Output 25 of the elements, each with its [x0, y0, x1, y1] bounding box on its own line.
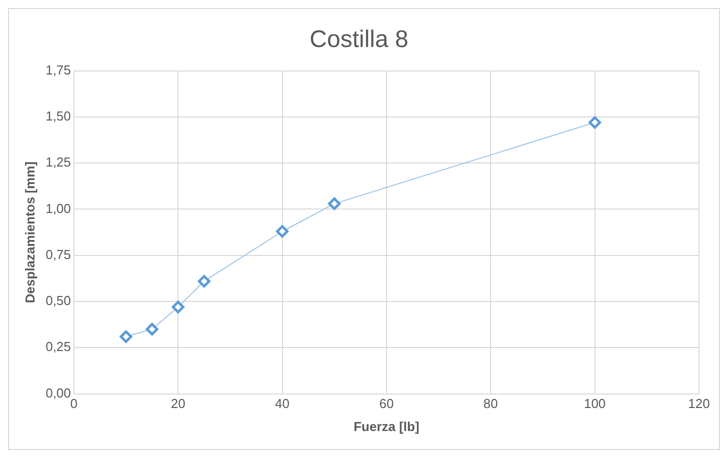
x-tick-label: 60 [379, 396, 394, 412]
x-tick-label: 40 [275, 396, 290, 412]
point [328, 197, 341, 210]
y-tick-label: 0,00 [46, 385, 71, 400]
y-tick-label: 1,50 [46, 108, 71, 124]
point [172, 300, 184, 314]
x-axis-title: Fuerza [lb] [354, 418, 420, 434]
y-axis-title: Desplazamientos [mm] [22, 162, 38, 304]
y-tick-label: 1,00 [46, 200, 71, 216]
point [146, 322, 158, 336]
chart-title: Costilla 8 [310, 26, 408, 54]
x-tick-label: 100 [584, 396, 606, 412]
y-tick-label: 1,75 [46, 62, 71, 78]
y-tick-label: 0,25 [46, 339, 71, 354]
point [120, 330, 132, 343]
y-tick-label: 0,50 [46, 293, 71, 308]
x-tick-label: 20 [170, 396, 186, 412]
x-tick-label: 120 [688, 396, 710, 412]
point [588, 116, 602, 129]
x-tick-label: 80 [483, 396, 498, 412]
point [198, 274, 210, 288]
y-tick-label: 1,25 [46, 154, 71, 170]
y-tick-label: 0,75 [46, 246, 71, 262]
point [276, 225, 289, 238]
x-tick-label: 0 [70, 396, 78, 412]
